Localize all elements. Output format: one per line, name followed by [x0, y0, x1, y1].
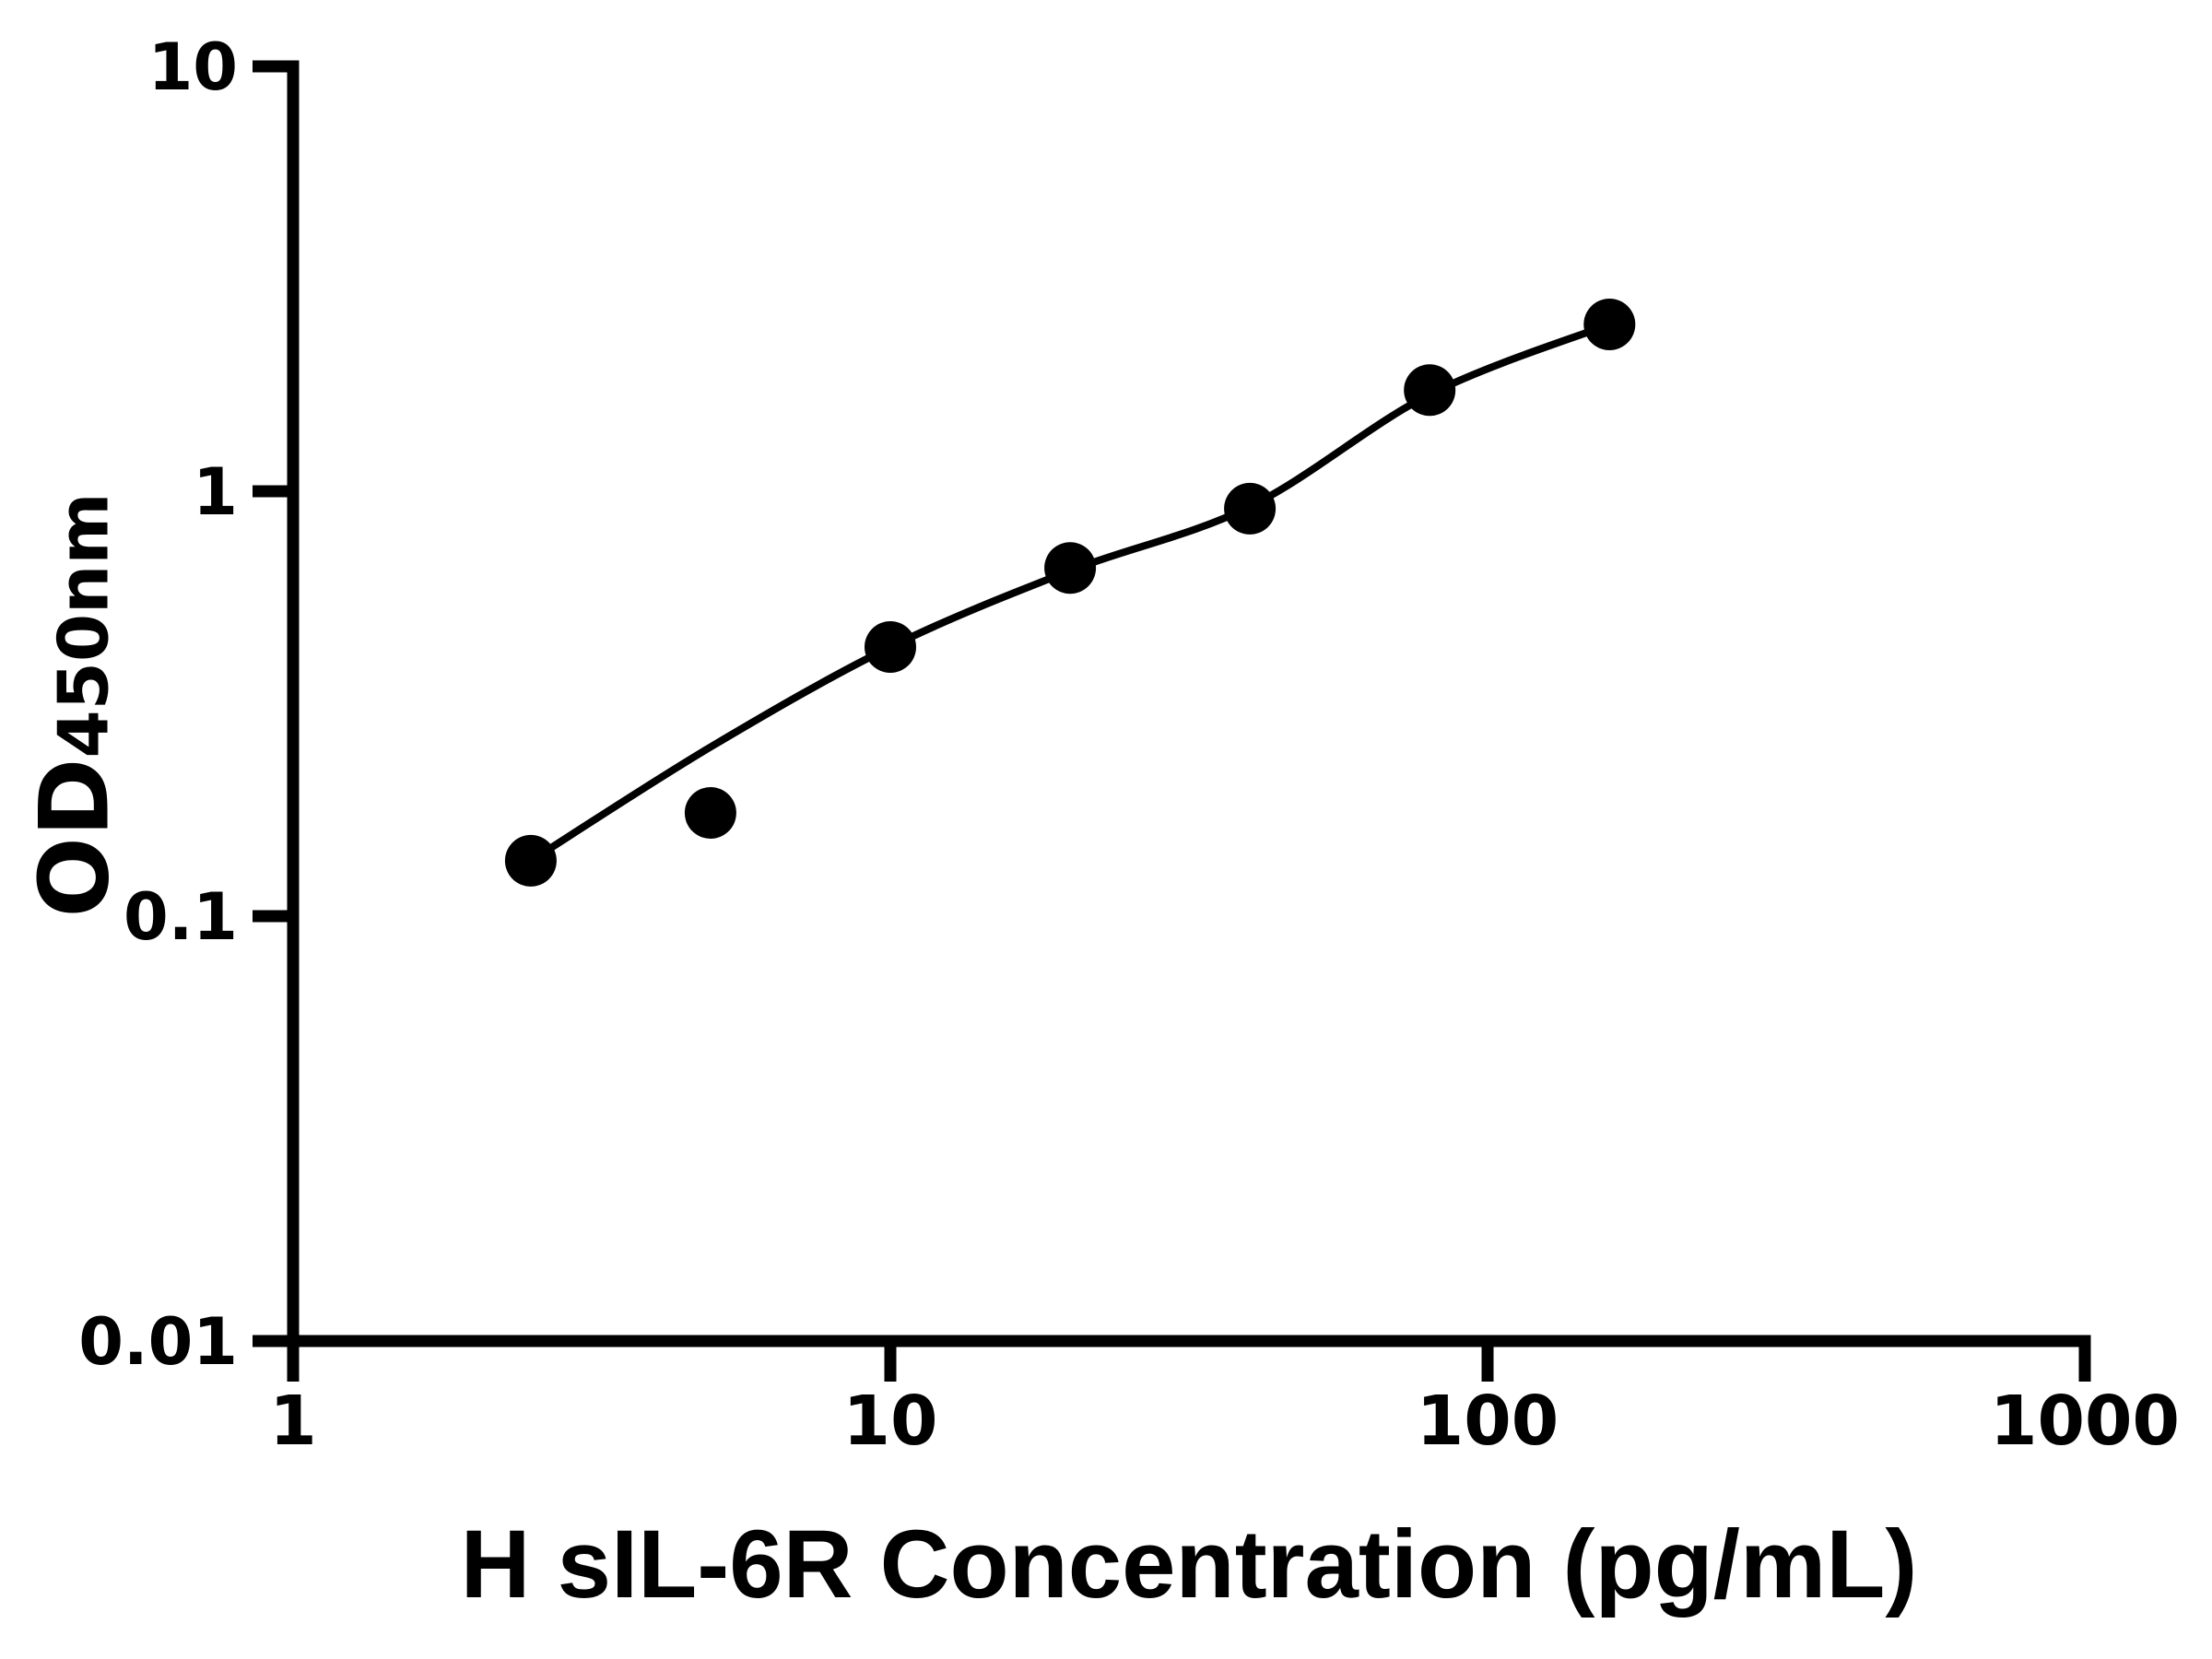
x-tick-label: 1000	[1990, 1382, 2180, 1461]
data-point-marker	[1044, 542, 1097, 594]
data-point-marker	[1583, 299, 1636, 350]
x-tick-label: 100	[1417, 1382, 1559, 1461]
y-axis-title-subscript: 450nm	[42, 492, 124, 759]
y-tick-label: 1	[193, 454, 238, 530]
data-point-marker	[684, 787, 736, 839]
x-axis-title: H sIL-6R Concentration (pg/mL)	[460, 1511, 1918, 1618]
y-axis-title: OD450nm	[20, 492, 131, 917]
data-points	[504, 299, 1636, 887]
axes	[287, 60, 2091, 1347]
y-tick-labels: 10 1 0.1 0.01	[78, 29, 238, 1380]
y-axis-ticks	[253, 60, 293, 1347]
data-point-marker	[1224, 482, 1277, 535]
data-point-marker	[504, 834, 557, 887]
x-tick-label: 10	[843, 1382, 938, 1461]
axis-line	[287, 60, 2091, 1347]
y-tick-label: 0.01	[78, 1304, 238, 1380]
y-tick-label: 0.1	[124, 879, 238, 955]
data-point-marker	[1404, 364, 1456, 417]
y-tick-label: 10	[148, 29, 238, 105]
x-tick-label: 1	[269, 1382, 317, 1461]
data-point-marker	[865, 621, 916, 673]
x-axis-ticks	[287, 1341, 2091, 1382]
y-axis-title-main: OD	[19, 758, 131, 918]
x-tick-labels: 1 10 100 1000	[269, 1382, 2180, 1461]
